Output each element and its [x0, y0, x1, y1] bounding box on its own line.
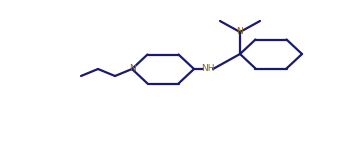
Text: N: N	[129, 64, 135, 73]
Text: NH: NH	[201, 64, 215, 73]
Text: N: N	[237, 27, 244, 37]
